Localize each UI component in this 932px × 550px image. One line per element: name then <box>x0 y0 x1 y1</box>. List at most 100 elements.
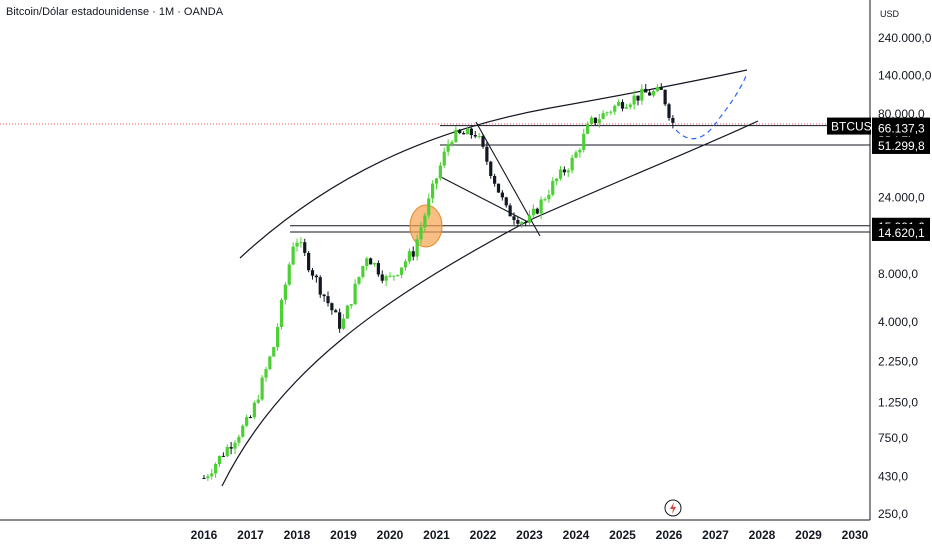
candle[interactable] <box>299 242 303 244</box>
candle[interactable] <box>434 178 439 184</box>
candle[interactable] <box>547 194 551 200</box>
candle[interactable] <box>318 277 322 295</box>
candle[interactable] <box>648 92 652 96</box>
candle[interactable] <box>334 310 338 313</box>
candle[interactable] <box>524 222 528 224</box>
candle[interactable] <box>376 263 380 275</box>
candle[interactable] <box>558 169 563 179</box>
candle[interactable] <box>268 356 272 370</box>
candle[interactable] <box>659 87 663 90</box>
candle[interactable] <box>473 134 477 137</box>
candle[interactable] <box>644 88 648 93</box>
upper-channel-curve[interactable] <box>239 69 748 259</box>
candle[interactable] <box>403 261 408 268</box>
candle[interactable] <box>264 369 268 378</box>
candle[interactable] <box>369 258 373 265</box>
candle[interactable] <box>380 274 384 281</box>
candle[interactable] <box>481 135 485 147</box>
candle[interactable] <box>442 151 446 166</box>
candle[interactable] <box>535 208 539 214</box>
candle[interactable] <box>667 104 671 118</box>
lightning-icon[interactable] <box>664 499 682 517</box>
candle[interactable] <box>237 436 241 443</box>
candle[interactable] <box>248 417 253 419</box>
candle[interactable] <box>372 263 377 265</box>
candle[interactable] <box>384 276 388 281</box>
candle[interactable] <box>326 296 330 304</box>
candle[interactable] <box>605 112 609 114</box>
candle[interactable] <box>520 222 524 224</box>
candle[interactable] <box>628 104 632 108</box>
candle[interactable] <box>597 119 601 124</box>
price-tag[interactable]: 14.620,1 <box>872 223 930 241</box>
candle[interactable] <box>322 294 326 297</box>
candle[interactable] <box>570 157 574 171</box>
candle[interactable] <box>338 312 342 329</box>
candle[interactable] <box>632 95 636 105</box>
candle[interactable] <box>349 304 353 306</box>
candle[interactable] <box>400 267 404 275</box>
candle[interactable] <box>217 455 222 465</box>
candle[interactable] <box>438 165 442 179</box>
candle[interactable] <box>574 152 578 158</box>
candle[interactable] <box>458 129 462 134</box>
candle[interactable] <box>551 180 555 195</box>
candle[interactable] <box>233 442 237 449</box>
candle[interactable] <box>214 464 218 474</box>
wedge-lower-line[interactable] <box>438 175 531 224</box>
currency-label[interactable]: USD <box>880 9 900 19</box>
candle[interactable] <box>210 473 214 477</box>
candle[interactable] <box>465 128 470 135</box>
candle[interactable] <box>245 417 249 426</box>
candle[interactable] <box>617 102 621 106</box>
candle[interactable] <box>419 227 423 240</box>
candle[interactable] <box>295 242 299 247</box>
candle[interactable] <box>586 124 590 134</box>
candle[interactable] <box>361 266 365 277</box>
candle[interactable] <box>345 305 349 319</box>
candle[interactable] <box>202 478 206 480</box>
candle[interactable] <box>504 197 508 206</box>
candle[interactable] <box>450 142 454 145</box>
candle[interactable] <box>303 242 307 253</box>
candle[interactable] <box>655 87 659 92</box>
candle[interactable] <box>415 239 419 257</box>
candle[interactable] <box>527 215 532 223</box>
candle[interactable] <box>252 402 256 418</box>
candle[interactable] <box>256 399 260 403</box>
candle[interactable] <box>407 251 411 262</box>
candle[interactable] <box>493 175 497 184</box>
candle[interactable] <box>310 270 315 276</box>
candle[interactable] <box>396 274 400 276</box>
candle[interactable] <box>221 455 225 457</box>
candle[interactable] <box>392 275 396 277</box>
candle[interactable] <box>206 476 210 479</box>
candle[interactable] <box>539 199 543 214</box>
lower-channel-curve[interactable] <box>221 120 759 487</box>
candle[interactable] <box>651 91 656 96</box>
candle[interactable] <box>663 89 667 105</box>
candle[interactable] <box>454 129 458 143</box>
candle[interactable] <box>671 117 675 123</box>
candle[interactable] <box>365 258 369 267</box>
candle[interactable] <box>500 192 504 198</box>
candle[interactable] <box>283 284 287 300</box>
candle[interactable] <box>477 135 481 137</box>
candle[interactable] <box>589 117 594 125</box>
candle[interactable] <box>357 276 361 284</box>
candle[interactable] <box>555 178 559 181</box>
candle[interactable] <box>531 208 535 216</box>
candle[interactable] <box>543 199 547 201</box>
candle[interactable] <box>341 318 346 329</box>
candle[interactable] <box>462 133 466 135</box>
candle[interactable] <box>640 88 644 101</box>
candle[interactable] <box>272 347 276 357</box>
candle[interactable] <box>636 95 640 101</box>
candle[interactable] <box>496 183 501 193</box>
candle[interactable] <box>427 198 431 216</box>
candle[interactable] <box>613 105 617 112</box>
candle[interactable] <box>260 377 264 400</box>
candle[interactable] <box>388 275 392 277</box>
candle[interactable] <box>489 161 493 176</box>
